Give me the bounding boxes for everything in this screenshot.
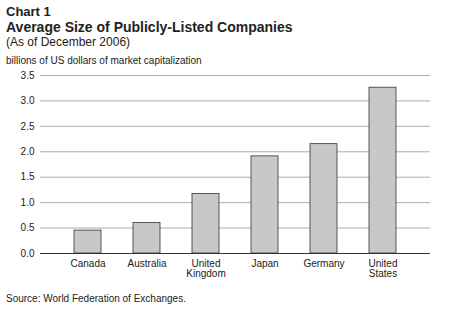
svg-text:2.5: 2.5 xyxy=(21,121,35,132)
svg-text:1.0: 1.0 xyxy=(21,197,35,208)
svg-text:0.5: 0.5 xyxy=(21,222,35,233)
svg-text:Canada: Canada xyxy=(70,258,105,269)
svg-text:UnitedKingdom: UnitedKingdom xyxy=(186,258,225,279)
html-text:Chart 1: Chart 1 xyxy=(6,4,51,19)
svg-text:Japan: Japan xyxy=(251,258,278,269)
html-text:(As of December 2006): (As of December 2006) xyxy=(6,35,131,49)
svg-text:0.0: 0.0 xyxy=(21,248,35,259)
svg-text:Australia: Australia xyxy=(128,258,167,269)
svg-text:Germany: Germany xyxy=(303,258,344,269)
svg-text:2.0: 2.0 xyxy=(21,146,35,157)
svg-text:3.0: 3.0 xyxy=(21,95,35,106)
svg-text:UnitedStates: UnitedStates xyxy=(369,258,398,279)
svg-text:3.5: 3.5 xyxy=(21,70,35,81)
html-text:Average Size of Publicly-Liste: Average Size of Publicly-Listed Companie… xyxy=(6,19,293,35)
html-text:billions of US dollars of mark: billions of US dollars of market capital… xyxy=(6,55,202,66)
html-text:Source: World Federation of Ex: Source: World Federation of Exchanges. xyxy=(6,293,186,304)
svg-text:1.5: 1.5 xyxy=(21,171,35,182)
